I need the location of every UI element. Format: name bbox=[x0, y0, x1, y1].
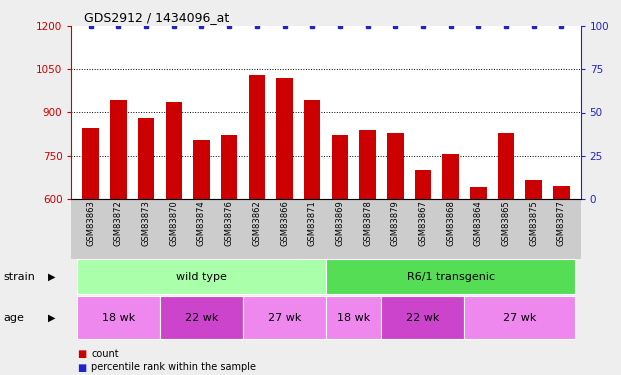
Text: GDS2912 / 1434096_at: GDS2912 / 1434096_at bbox=[84, 11, 229, 24]
Text: strain: strain bbox=[3, 272, 35, 282]
Bar bbox=[138, 118, 155, 371]
Text: 18 wk: 18 wk bbox=[337, 313, 370, 323]
Bar bbox=[83, 128, 99, 371]
Bar bbox=[304, 99, 320, 371]
Text: age: age bbox=[3, 313, 24, 323]
Bar bbox=[276, 78, 293, 371]
Bar bbox=[442, 154, 459, 371]
Text: 22 wk: 22 wk bbox=[185, 313, 218, 323]
Text: 22 wk: 22 wk bbox=[406, 313, 440, 323]
Bar bbox=[332, 135, 348, 371]
Bar bbox=[359, 130, 376, 371]
Bar bbox=[110, 99, 127, 371]
Text: ▶: ▶ bbox=[48, 313, 55, 323]
Bar bbox=[193, 140, 210, 371]
Text: ▶: ▶ bbox=[48, 272, 55, 282]
Bar bbox=[553, 186, 569, 371]
Bar bbox=[415, 170, 431, 371]
Text: count: count bbox=[91, 350, 119, 359]
Text: R6/1 transgenic: R6/1 transgenic bbox=[407, 272, 494, 282]
Text: 27 wk: 27 wk bbox=[503, 313, 537, 323]
Bar bbox=[221, 135, 237, 371]
Bar bbox=[525, 180, 542, 371]
Text: ■: ■ bbox=[78, 363, 87, 372]
Text: 27 wk: 27 wk bbox=[268, 313, 301, 323]
Bar bbox=[387, 133, 404, 371]
Bar bbox=[166, 102, 182, 371]
Bar bbox=[248, 75, 265, 371]
Bar bbox=[470, 187, 486, 371]
Bar bbox=[497, 133, 514, 371]
Text: wild type: wild type bbox=[176, 272, 227, 282]
Text: 18 wk: 18 wk bbox=[102, 313, 135, 323]
Text: percentile rank within the sample: percentile rank within the sample bbox=[91, 363, 256, 372]
Text: ■: ■ bbox=[78, 350, 87, 359]
